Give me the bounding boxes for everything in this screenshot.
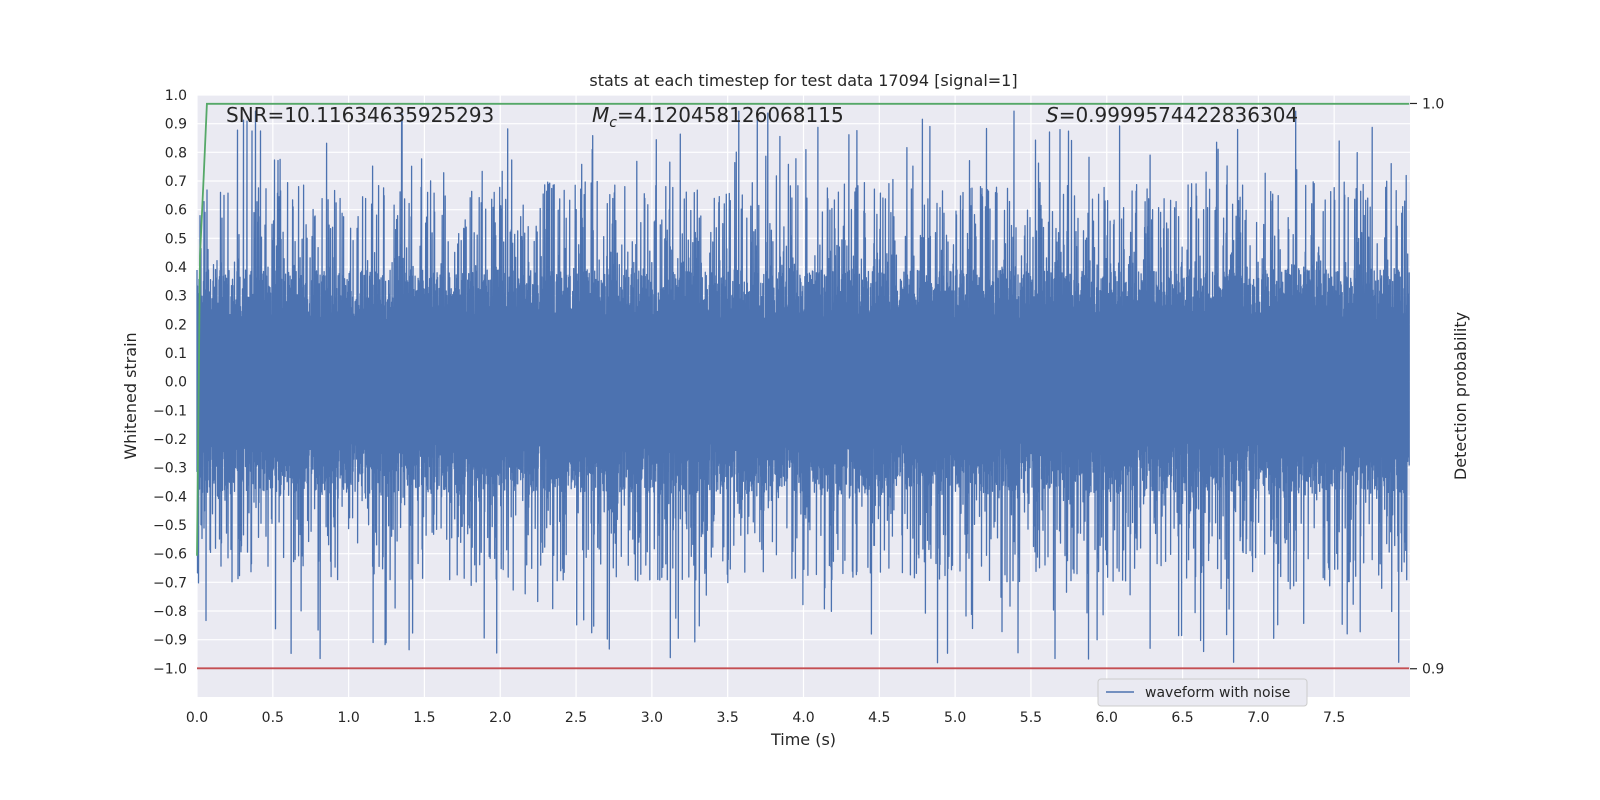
detection-probability-series bbox=[196, 102, 1410, 556]
y-tick-label: 0.4 bbox=[165, 260, 187, 276]
y-tick-label: −0.9 bbox=[153, 633, 187, 649]
x-tick-label: 5.5 bbox=[1020, 710, 1042, 726]
y-tick-label: 0.7 bbox=[165, 174, 187, 190]
x-tick-label: 3.0 bbox=[641, 710, 663, 726]
y-tick-label: 1.0 bbox=[165, 88, 187, 104]
snr-annotation: SNR=10.11634635925293 bbox=[226, 103, 494, 127]
y-tick-label: 0.3 bbox=[165, 289, 187, 305]
y2-tick-label: 1.0 bbox=[1422, 96, 1444, 112]
legend-label: waveform with noise bbox=[1145, 685, 1290, 701]
x-tick-label: 1.0 bbox=[337, 710, 359, 726]
legend-box bbox=[1097, 678, 1308, 707]
mc-value: =4.120458126068115 bbox=[617, 103, 844, 127]
legend: waveform with noise bbox=[1097, 678, 1308, 707]
y-tick-label: 0.2 bbox=[165, 317, 187, 333]
y-tick-label: −1.0 bbox=[153, 661, 187, 677]
s-value: =0.9999574422836304 bbox=[1059, 103, 1298, 127]
y-tick-label: −0.8 bbox=[153, 604, 187, 620]
x-tick-label: 0.5 bbox=[262, 710, 284, 726]
y2-axis-label: Detection probability bbox=[1451, 312, 1470, 480]
y-tick-label: −0.3 bbox=[153, 461, 187, 477]
y-tick-label: −0.1 bbox=[153, 403, 187, 419]
y-tick-label: 0.1 bbox=[165, 346, 187, 362]
x-tick-label: 0.0 bbox=[186, 710, 208, 726]
x-tick-label: 4.5 bbox=[868, 710, 890, 726]
y2-tick-label: 0.9 bbox=[1422, 662, 1444, 678]
series-layer bbox=[196, 102, 1410, 670]
chirp-mass-annotation: Mc=4.120458126068115 bbox=[592, 103, 844, 131]
x-tick-label: 7.0 bbox=[1247, 710, 1269, 726]
x-tick-label: 2.5 bbox=[565, 710, 587, 726]
x-axis-label: Time (s) bbox=[770, 730, 836, 749]
spin-annotation: S=0.9999574422836304 bbox=[1046, 103, 1298, 127]
y2-tick-labels: 1.0 0.9 bbox=[1410, 96, 1444, 678]
x-tick-label: 2.0 bbox=[489, 710, 511, 726]
mc-symbol: M bbox=[592, 103, 609, 127]
x-tick-label: 6.5 bbox=[1171, 710, 1193, 726]
x-tick-label: 1.5 bbox=[413, 710, 435, 726]
mc-subscript: c bbox=[609, 115, 617, 131]
y-tick-label: −0.6 bbox=[153, 547, 187, 563]
y-tick-label: 0.6 bbox=[165, 203, 187, 219]
y-tick-label: 0.5 bbox=[165, 231, 187, 247]
y-axis-label: Whitened strain bbox=[121, 332, 140, 459]
x-tick-label: 5.0 bbox=[944, 710, 966, 726]
y-tick-label: −0.2 bbox=[153, 432, 187, 448]
waveform-with-noise-series bbox=[196, 109, 1410, 664]
y-tick-label: −0.5 bbox=[153, 518, 187, 534]
y-tick-labels: 1.0 0.9 0.8 0.7 0.6 0.5 0.4 0.3 0.2 0.1 0.0 −0.1 −0.… bbox=[153, 88, 187, 677]
x-tick-label: 4.0 bbox=[792, 710, 814, 726]
y-tick-label: 0.9 bbox=[165, 117, 187, 133]
x-tick-labels: 0.0 0.5 1.0 1.5 2.0 2.5 3.0 3.5 4.0 4.5 5.0 5.5 6.0 6… bbox=[186, 710, 1345, 726]
y-tick-label: 0.0 bbox=[165, 375, 187, 391]
y-tick-label: −0.7 bbox=[153, 575, 187, 591]
y-tick-label: 0.8 bbox=[165, 145, 187, 161]
s-symbol: S bbox=[1046, 103, 1059, 127]
x-tick-label: 6.0 bbox=[1096, 710, 1118, 726]
chart-title: stats at each timestep for test data 170… bbox=[589, 71, 1017, 90]
y-tick-label: −0.4 bbox=[153, 489, 187, 505]
x-tick-label: 7.5 bbox=[1323, 710, 1345, 726]
x-tick-label: 3.5 bbox=[717, 710, 739, 726]
